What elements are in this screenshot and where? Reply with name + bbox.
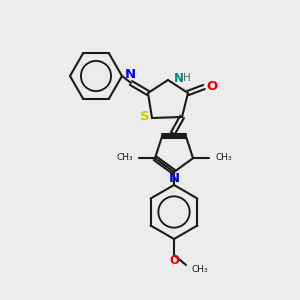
Text: N: N bbox=[168, 172, 180, 185]
Text: CH₃: CH₃ bbox=[116, 153, 133, 162]
Text: N: N bbox=[174, 71, 184, 85]
Text: S: S bbox=[140, 110, 150, 124]
Text: O: O bbox=[206, 80, 218, 94]
Text: CH₃: CH₃ bbox=[215, 153, 232, 162]
Text: O: O bbox=[169, 254, 179, 266]
Text: N: N bbox=[124, 68, 136, 82]
Text: CH₃: CH₃ bbox=[192, 265, 208, 274]
Text: H: H bbox=[183, 73, 191, 83]
